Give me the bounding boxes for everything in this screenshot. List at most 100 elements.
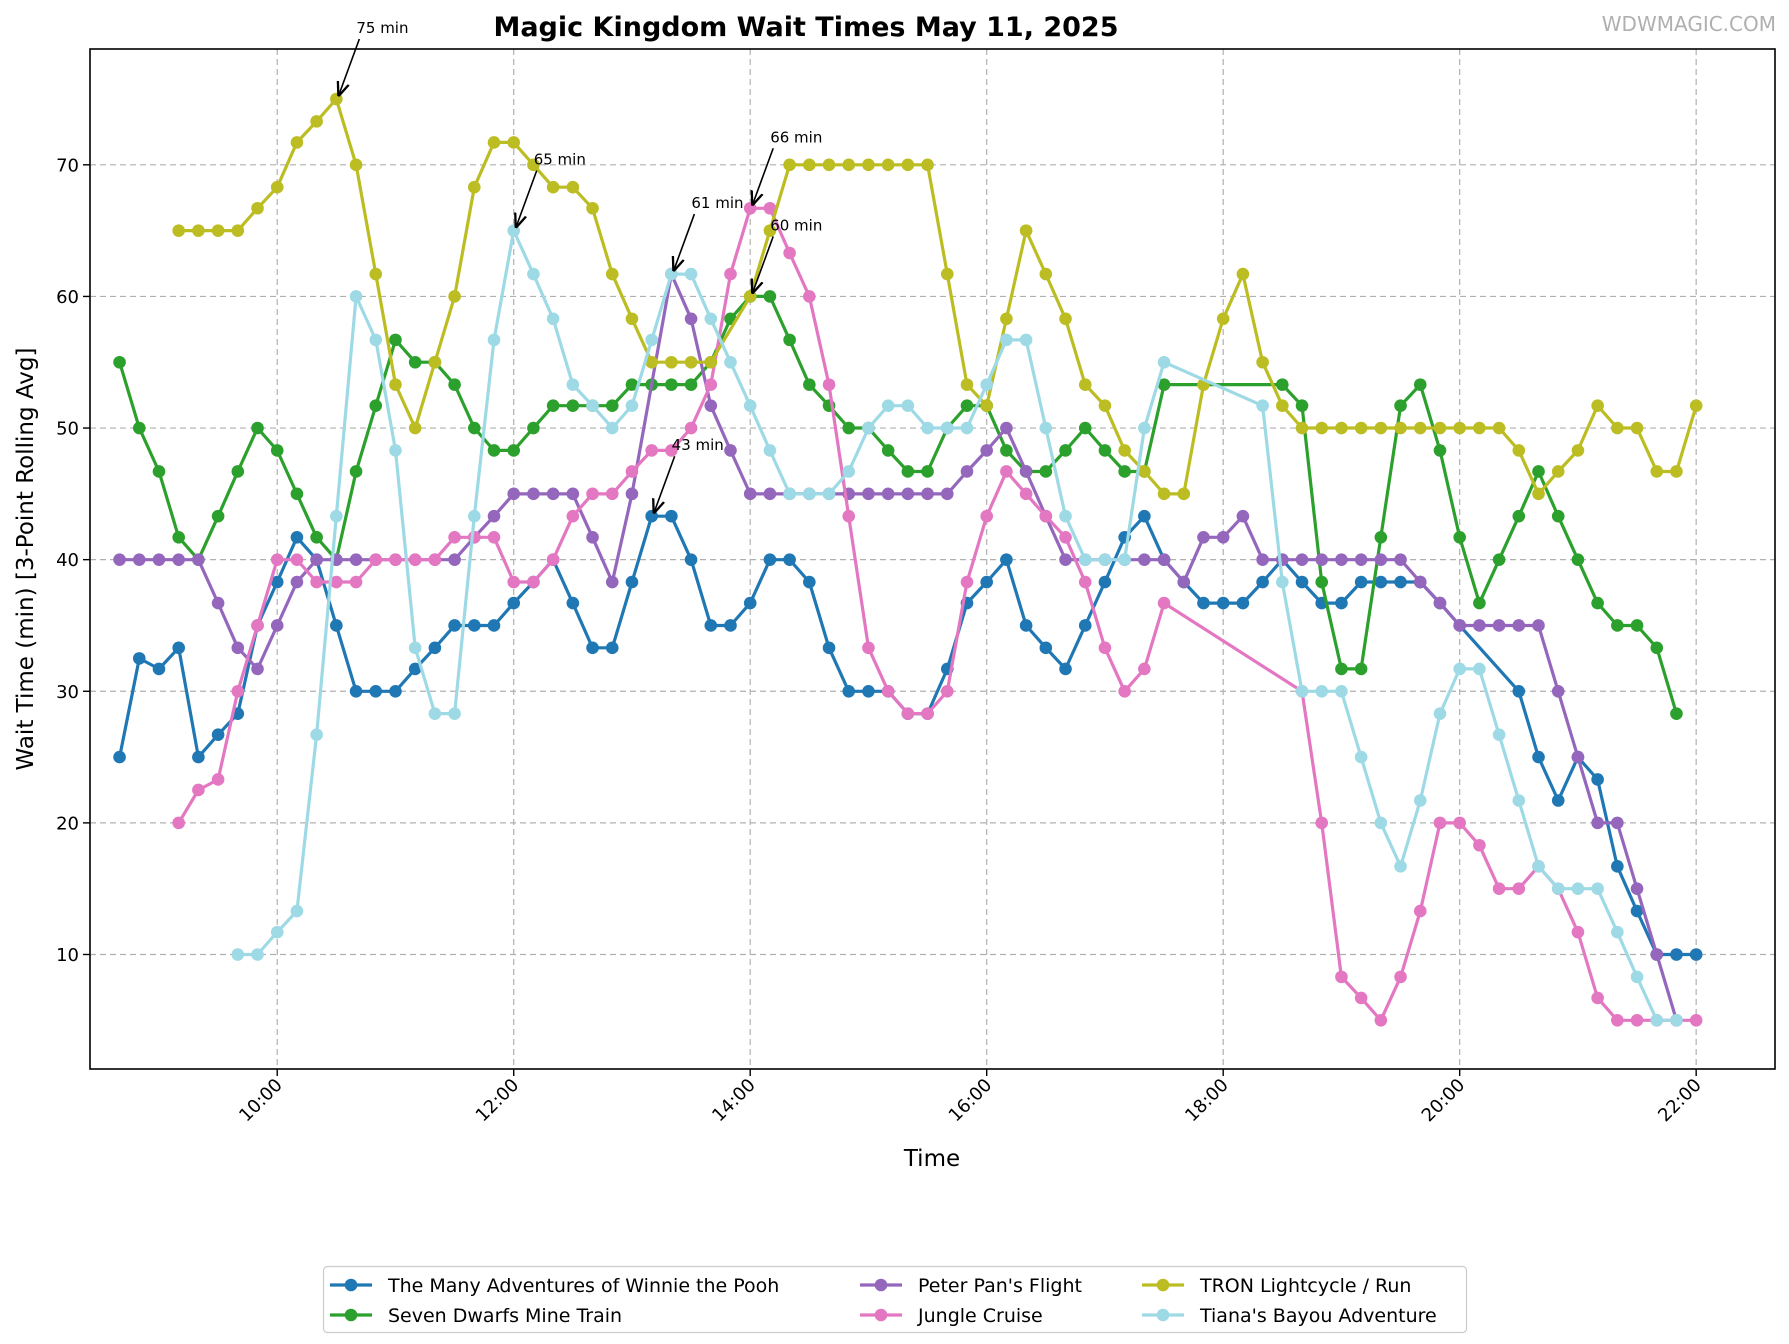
data-point [724, 355, 737, 369]
series-line [117, 294, 1679, 716]
series-line [177, 206, 1698, 1022]
data-point [704, 312, 718, 326]
data-point [1394, 860, 1407, 873]
data-point [881, 487, 895, 501]
y-axis-ticks: 10 20 30 40 50 60 70 [56, 155, 90, 966]
data-point [1197, 596, 1210, 610]
annotation-arrow [516, 170, 538, 227]
data-point [1512, 882, 1526, 895]
data-point [1571, 444, 1585, 457]
data-point [192, 224, 205, 237]
data-point [1492, 553, 1506, 566]
data-point [1098, 641, 1112, 655]
data-point [980, 575, 993, 589]
data-point [310, 530, 323, 544]
data-point [270, 553, 284, 566]
data-point [1216, 596, 1230, 610]
y-tick-label: 50 [56, 419, 79, 440]
data-point [389, 684, 402, 698]
data-point [152, 553, 166, 566]
data-point [783, 487, 796, 501]
data-point [467, 180, 481, 194]
data-point [211, 773, 225, 786]
data-point [1591, 773, 1604, 786]
data-point [507, 224, 521, 237]
data-point [803, 158, 816, 172]
data-point [842, 509, 856, 523]
data-point [1512, 444, 1526, 457]
data-point [684, 378, 698, 391]
data-point [724, 619, 737, 632]
data-point [389, 333, 402, 347]
data-point [842, 421, 856, 435]
data-point [1670, 948, 1683, 961]
data-point [684, 267, 698, 281]
legend: The Many Adventures of Winnie the Pooh Se… [322, 1265, 1468, 1334]
data-point [1630, 882, 1644, 895]
data-point [152, 662, 166, 676]
annotations: 75 min 65 min 61 min 66 min 60 min 43 min [339, 19, 822, 512]
data-point [1630, 904, 1644, 918]
data-point [448, 619, 461, 632]
data-point [645, 444, 658, 457]
data-point [960, 421, 974, 435]
data-point [566, 509, 580, 523]
annotation-label: 60 min [770, 216, 822, 234]
x-tick-label: 12:00 [472, 1075, 524, 1127]
data-point [1078, 553, 1092, 566]
data-point [1413, 378, 1427, 391]
data-point [566, 378, 580, 391]
annotation-arrow [654, 455, 676, 512]
data-point [1098, 575, 1112, 589]
data-point [1571, 925, 1585, 939]
data-point [1611, 925, 1624, 939]
data-point [1295, 575, 1309, 589]
data-point [1019, 465, 1033, 478]
data-point [546, 312, 560, 326]
data-point [862, 158, 875, 172]
data-point [1216, 312, 1230, 326]
data-point [132, 553, 146, 566]
data-point [349, 575, 363, 589]
data-point [1256, 553, 1269, 566]
data-point [704, 399, 718, 412]
data-point [586, 641, 599, 655]
data-point [1650, 1014, 1664, 1027]
data-point [1000, 444, 1013, 457]
data-point [1138, 465, 1151, 478]
data-point [270, 444, 284, 457]
data-point [1354, 421, 1368, 435]
data-point [566, 596, 580, 610]
data-point [448, 553, 461, 566]
annotation-label: 66 min [770, 128, 822, 146]
data-point [448, 530, 461, 544]
annotation-label: 65 min [534, 151, 586, 169]
data-point [901, 158, 915, 172]
data-point [1295, 684, 1309, 698]
data-point [862, 421, 875, 435]
data-point [1177, 575, 1191, 589]
y-tick-label: 70 [56, 155, 79, 176]
data-point [763, 444, 777, 457]
data-point [1394, 553, 1407, 566]
data-point [408, 355, 422, 369]
data-point [1374, 421, 1388, 435]
data-point [1591, 816, 1604, 830]
data-point [507, 487, 521, 501]
data-point [487, 136, 501, 149]
data-point [270, 925, 284, 939]
data-point [349, 158, 363, 172]
data-point [1433, 816, 1447, 830]
data-point [684, 553, 698, 566]
data-point [625, 378, 639, 391]
annotation-label: 61 min [691, 194, 743, 212]
data-point [743, 290, 757, 303]
series-tiana-s-bayou-adventure [231, 224, 1683, 1027]
data-point [1532, 750, 1545, 764]
data-point [1551, 794, 1565, 807]
data-point [1295, 553, 1309, 566]
data-point [921, 487, 934, 501]
data-point [1354, 553, 1368, 566]
data-point [507, 596, 521, 610]
data-point [527, 575, 540, 589]
